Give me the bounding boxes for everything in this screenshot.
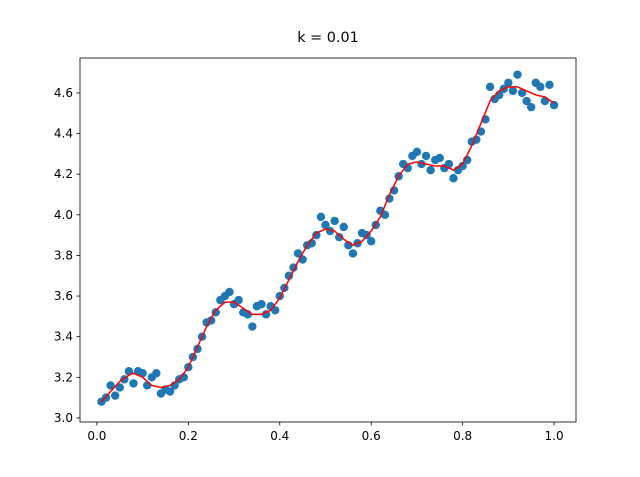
scatter-point [339,222,348,232]
scatter-point [124,367,134,376]
y-tick-label: 3.6 [54,289,73,303]
y-tick-label: 3.8 [54,248,73,262]
fit-line [100,86,555,403]
scatter-point [261,310,271,319]
x-tick-label: 0.0 [87,429,106,443]
scatter-point [449,174,458,183]
scatter-point [316,212,326,222]
scatter-point [348,249,358,258]
scatter-point [143,381,152,390]
x-tick-label: 0.2 [179,429,198,443]
x-tick-label: 0.4 [270,429,289,443]
scatter-point [335,232,344,242]
scatter-point [421,151,431,161]
scatter-point [330,216,339,226]
scatter-point [444,159,454,169]
x-tick-label: 0.6 [362,429,381,443]
scatter-point [293,249,303,258]
scatter-point [545,80,554,90]
scatter-point [367,237,376,246]
scatter-point [248,322,257,331]
scatter-point [106,381,115,390]
scatter-point [508,86,518,96]
scatter-point [549,100,559,110]
y-tick-label: 3.2 [54,370,73,384]
x-tick-label: 1.0 [545,429,564,443]
scatter-point [234,295,243,305]
y-tick-label: 4.2 [54,167,73,181]
scatter-point [527,102,536,112]
scatter-point [412,147,422,157]
scatter-point [504,78,513,87]
scatter-point [536,82,545,92]
scatter-point [225,287,234,297]
scatter-point [522,96,531,106]
scatter-point [458,161,467,171]
scatter-point [111,391,120,400]
scatter-point [115,383,124,392]
scatter-point [138,369,147,378]
y-tick-label: 4.4 [54,127,73,141]
scatter-point [321,220,330,230]
axes-frame [79,57,577,423]
scatter-point [312,230,321,240]
scatter-point [426,165,435,175]
scatter-point [472,135,481,144]
chart-title: k = 0.01 [297,30,359,46]
scatter-point [165,387,175,396]
scatter-point [513,70,522,79]
y-tick-label: 3.4 [54,330,73,344]
y-tick-label: 3.0 [54,411,73,425]
x-tick-label: 0.8 [453,429,472,443]
scatter-point [435,153,444,163]
scatter-point [485,82,495,92]
scatter-point [284,271,294,280]
y-tick-label: 4.6 [54,86,73,100]
scatter-point [129,379,138,388]
y-tick-label: 4.0 [54,208,73,222]
scatter-point [257,299,266,309]
scatter-point [517,88,527,98]
scatter-point [152,369,161,378]
